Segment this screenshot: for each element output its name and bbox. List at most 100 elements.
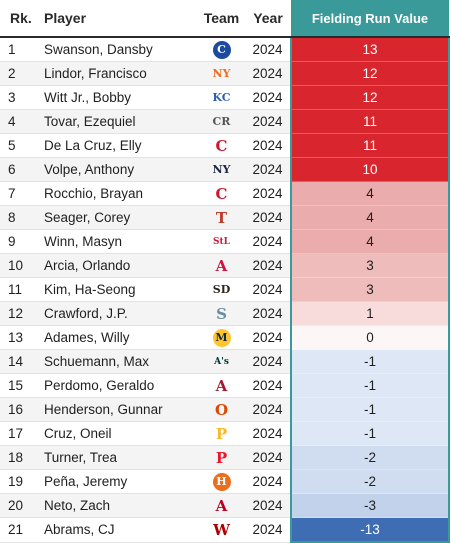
year-cell: 2024: [245, 277, 291, 302]
table-row[interactable]: 6 Volpe, Anthony NY 2024 10: [0, 157, 450, 182]
year-cell: 2024: [245, 37, 291, 62]
player-name-cell[interactable]: Schuemann, Max: [38, 349, 198, 374]
fielding-run-value-cell: 12: [290, 61, 450, 86]
player-name-cell[interactable]: Neto, Zach: [38, 493, 198, 518]
fielding-run-value-cell: -1: [290, 373, 450, 398]
table-row[interactable]: 16 Henderson, Gunnar O 2024 -1: [0, 397, 450, 422]
fielding-run-value-cell: 4: [290, 181, 450, 206]
team-cell: H: [198, 469, 245, 494]
table-row[interactable]: 4 Tovar, Ezequiel CR 2024 11: [0, 109, 450, 134]
reds-logo-icon: C: [215, 136, 228, 155]
player-name-cell[interactable]: De La Cruz, Elly: [38, 133, 198, 158]
table-row[interactable]: 3 Witt Jr., Bobby KC 2024 12: [0, 85, 450, 110]
year-cell: 2024: [245, 253, 291, 278]
table-row[interactable]: 19 Peña, Jeremy H 2024 -2: [0, 469, 450, 494]
player-name-cell[interactable]: Lindor, Francisco: [38, 61, 198, 86]
player-name-cell[interactable]: Volpe, Anthony: [38, 157, 198, 182]
rank-cell: 15: [0, 373, 38, 398]
fielding-run-value-cell: -2: [290, 445, 450, 470]
fielding-run-value-cell: 3: [290, 277, 450, 302]
table-row[interactable]: 20 Neto, Zach A 2024 -3: [0, 493, 450, 518]
year-cell: 2024: [245, 133, 291, 158]
team-cell: P: [198, 445, 245, 470]
player-name-cell[interactable]: Kim, Ha-Seong: [38, 277, 198, 302]
year-cell: 2024: [245, 469, 291, 494]
orioles-logo-icon: O: [214, 400, 229, 419]
table-row[interactable]: 15 Perdomo, Geraldo A 2024 -1: [0, 373, 450, 398]
table-row[interactable]: 7 Rocchio, Brayan C 2024 4: [0, 181, 450, 206]
player-name-cell[interactable]: Seager, Corey: [38, 205, 198, 230]
player-name-cell[interactable]: Arcia, Orlando: [38, 253, 198, 278]
team-cell: C: [198, 133, 245, 158]
rank-cell: 11: [0, 277, 38, 302]
cardinals-logo-icon: StL: [213, 236, 230, 247]
cubs-logo-icon: C: [212, 40, 231, 59]
player-name-cell[interactable]: Cruz, Oneil: [38, 421, 198, 446]
player-name-cell[interactable]: Adames, Willy: [38, 325, 198, 350]
rank-cell: 4: [0, 109, 38, 134]
table-row[interactable]: 10 Arcia, Orlando A 2024 3: [0, 253, 450, 278]
fielding-run-value-cell: 0: [290, 325, 450, 350]
rank-cell: 8: [0, 205, 38, 230]
fielding-run-value-cell: -1: [290, 397, 450, 422]
player-name-cell[interactable]: Swanson, Dansby: [38, 37, 198, 62]
rank-cell: 20: [0, 493, 38, 518]
player-name-cell[interactable]: Abrams, CJ: [38, 517, 198, 543]
rank-cell: 18: [0, 445, 38, 470]
fielding-run-value-column-header[interactable]: Fielding Run Value: [291, 0, 449, 38]
rank-cell: 21: [0, 517, 38, 543]
year-cell: 2024: [245, 229, 291, 254]
table-row[interactable]: 18 Turner, Trea P 2024 -2: [0, 445, 450, 470]
team-cell: C: [198, 37, 245, 62]
table-row[interactable]: 11 Kim, Ha-Seong SD 2024 3: [0, 277, 450, 302]
table-row[interactable]: 5 De La Cruz, Elly C 2024 11: [0, 133, 450, 158]
fielding-run-value-cell: 1: [290, 301, 450, 326]
rank-cell: 13: [0, 325, 38, 350]
table-row[interactable]: 21 Abrams, CJ W 2024 -13: [0, 517, 450, 543]
mets-logo-icon: NY: [212, 66, 231, 80]
player-name-cell[interactable]: Winn, Masyn: [38, 229, 198, 254]
guardians-logo-icon: C: [215, 184, 228, 203]
table-row[interactable]: 14 Schuemann, Max A's 2024 -1: [0, 349, 450, 374]
player-name-cell[interactable]: Perdomo, Geraldo: [38, 373, 198, 398]
player-name-cell[interactable]: Witt Jr., Bobby: [38, 85, 198, 110]
table-row[interactable]: 12 Crawford, J.P. S 2024 1: [0, 301, 450, 326]
player-name-cell[interactable]: Turner, Trea: [38, 445, 198, 470]
fielding-run-value-cell: 11: [290, 109, 450, 134]
table-row[interactable]: 1 Swanson, Dansby C 2024 13: [0, 37, 450, 62]
rank-cell: 6: [0, 157, 38, 182]
player-name-cell[interactable]: Crawford, J.P.: [38, 301, 198, 326]
player-column-header[interactable]: Player: [38, 0, 198, 38]
team-cell: T: [198, 205, 245, 230]
rank-cell: 17: [0, 421, 38, 446]
pirates-logo-icon: P: [215, 424, 228, 443]
table-row[interactable]: 2 Lindor, Francisco NY 2024 12: [0, 61, 450, 86]
player-name-cell[interactable]: Henderson, Gunnar: [38, 397, 198, 422]
rank-cell: 2: [0, 61, 38, 86]
player-name-cell[interactable]: Rocchio, Brayan: [38, 181, 198, 206]
year-cell: 2024: [245, 157, 291, 182]
year-cell: 2024: [245, 205, 291, 230]
team-column-header[interactable]: Team: [198, 0, 245, 38]
year-cell: 2024: [245, 181, 291, 206]
rockies-logo-icon: CR: [212, 114, 231, 128]
team-cell: NY: [198, 157, 245, 182]
rank-column-header[interactable]: Rk.: [0, 0, 38, 38]
fielding-run-value-cell: 13: [290, 37, 450, 62]
year-cell: 2024: [245, 349, 291, 374]
year-cell: 2024: [245, 61, 291, 86]
year-cell: 2024: [245, 421, 291, 446]
table-row[interactable]: 8 Seager, Corey T 2024 4: [0, 205, 450, 230]
team-cell: SD: [198, 277, 245, 302]
player-name-cell[interactable]: Peña, Jeremy: [38, 469, 198, 494]
angels-logo-icon: A: [215, 496, 228, 515]
table-row[interactable]: 13 Adames, Willy M 2024 0: [0, 325, 450, 350]
mariners-logo-icon: S: [216, 304, 227, 323]
year-column-header[interactable]: Year: [245, 0, 291, 38]
table-row[interactable]: 17 Cruz, Oneil P 2024 -1: [0, 421, 450, 446]
fielding-run-value-cell: -1: [290, 349, 450, 374]
table-row[interactable]: 9 Winn, Masyn StL 2024 4: [0, 229, 450, 254]
player-name-cell[interactable]: Tovar, Ezequiel: [38, 109, 198, 134]
team-cell: A: [198, 253, 245, 278]
rank-cell: 3: [0, 85, 38, 110]
